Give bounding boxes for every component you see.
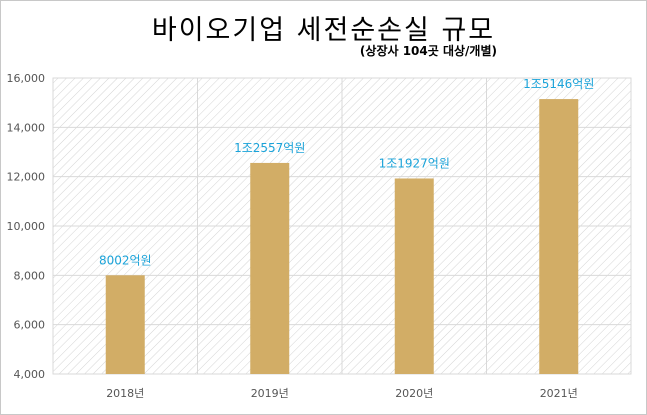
x-tick-label: 2021년 xyxy=(540,387,578,400)
y-tick-label: 8,000 xyxy=(14,269,46,282)
data-label: 1조2557억원 xyxy=(234,141,305,155)
chart-subtitle: (상장사 104곳 대상/개별) xyxy=(359,44,497,58)
y-tick-label: 6,000 xyxy=(14,319,46,332)
data-label: 1조1927억원 xyxy=(379,156,450,170)
bar xyxy=(394,178,434,374)
y-axis: 4,000 6,000 8,000 10,000 12,000 14,000 16,000 xyxy=(7,72,46,381)
bar xyxy=(105,275,145,374)
x-tick-label: 2020년 xyxy=(395,387,433,400)
y-tick-label: 4,000 xyxy=(14,368,46,381)
x-tick-label: 2018년 xyxy=(106,387,144,400)
y-tick-label: 16,000 xyxy=(7,72,46,85)
gridlines xyxy=(52,77,632,375)
bar xyxy=(250,162,290,374)
bars xyxy=(105,99,579,374)
bar xyxy=(539,99,579,374)
plot-border xyxy=(52,77,632,375)
chart-title: 바이오기업 세전순손실 규모 xyxy=(151,15,496,46)
x-tick-label: 2019년 xyxy=(251,387,289,400)
y-tick-label: 10,000 xyxy=(7,220,46,233)
data-labels: 8002억원 1조2557억원 1조1927억원 1조5146억원 xyxy=(99,77,594,267)
x-axis: 2018년 2019년 2020년 2021년 xyxy=(106,387,578,400)
data-label: 8002억원 xyxy=(99,253,152,267)
y-tick-label: 12,000 xyxy=(7,171,46,184)
y-tick-label: 14,000 xyxy=(7,121,46,134)
data-label: 1조5146억원 xyxy=(523,77,594,91)
